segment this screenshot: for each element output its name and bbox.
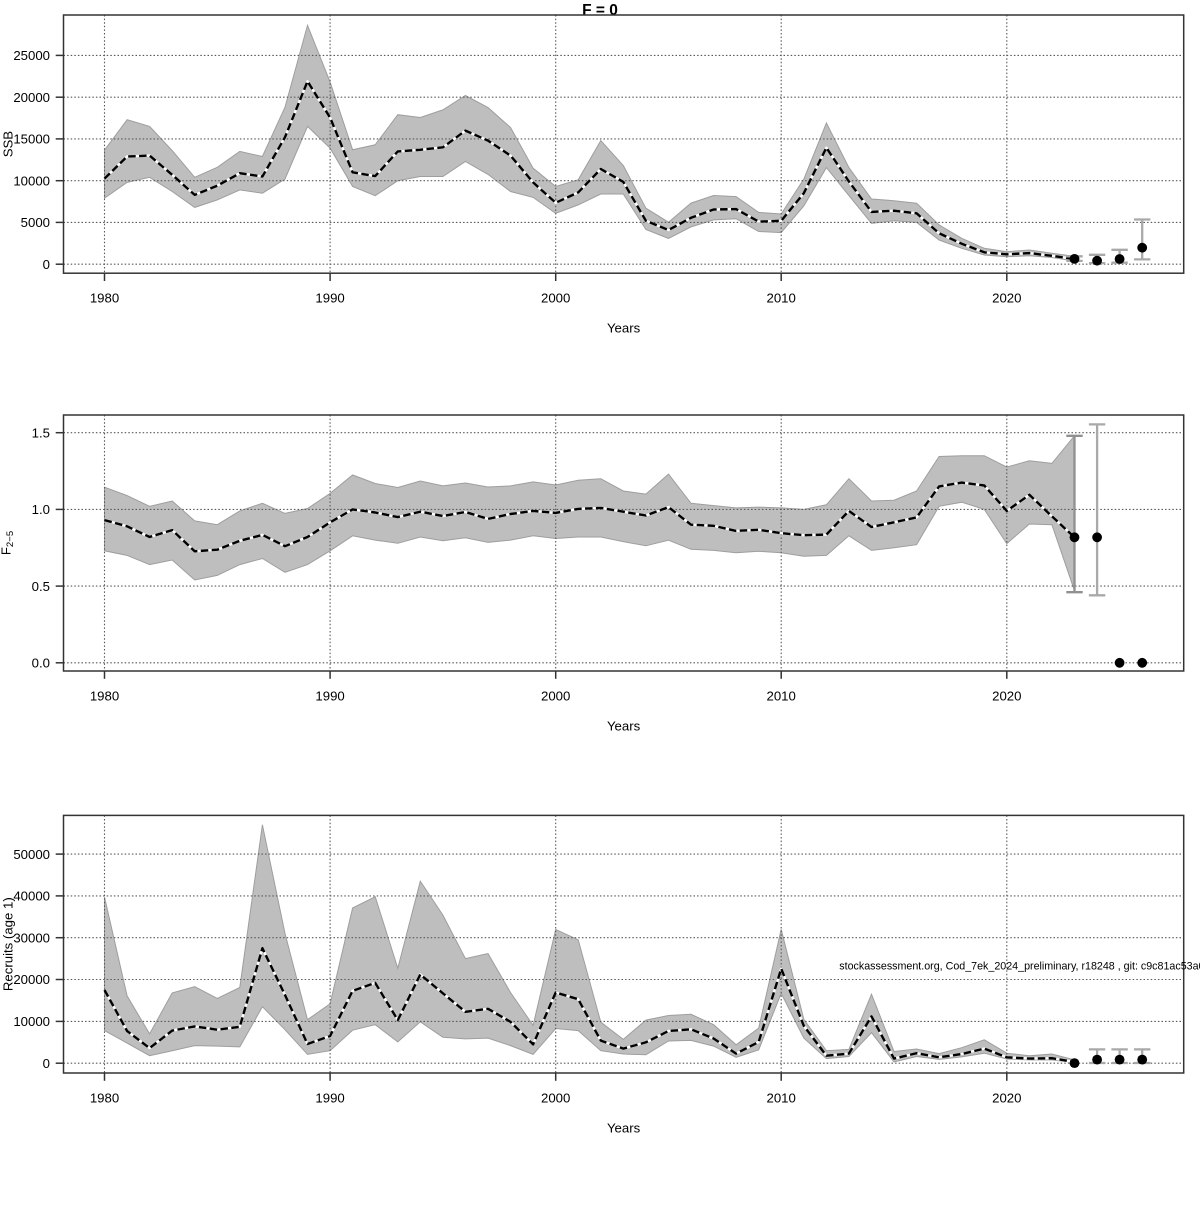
svg-text:1.0: 1.0 bbox=[32, 502, 50, 517]
svg-text:0: 0 bbox=[43, 257, 50, 272]
svg-text:SSB: SSB bbox=[1, 131, 16, 158]
svg-text:0.5: 0.5 bbox=[32, 579, 50, 594]
svg-text:Recruits (age 1): Recruits (age 1) bbox=[1, 897, 16, 991]
svg-text:1980: 1980 bbox=[90, 688, 119, 703]
svg-text:1.5: 1.5 bbox=[32, 425, 50, 440]
svg-text:20000: 20000 bbox=[13, 972, 50, 987]
svg-text:10000: 10000 bbox=[13, 173, 50, 188]
svg-text:2020: 2020 bbox=[992, 688, 1021, 703]
svg-text:2010: 2010 bbox=[767, 291, 796, 306]
svg-text:2020: 2020 bbox=[992, 1090, 1021, 1105]
svg-text:stockassessment.org, Cod_7ek_2: stockassessment.org, Cod_7ek_2024_prelim… bbox=[839, 961, 1200, 973]
svg-text:1980: 1980 bbox=[90, 291, 119, 306]
svg-text:15000: 15000 bbox=[13, 132, 50, 147]
svg-text:10000: 10000 bbox=[13, 1014, 50, 1029]
svg-text:2000: 2000 bbox=[541, 688, 570, 703]
svg-text:25000: 25000 bbox=[13, 48, 50, 63]
svg-text:50000: 50000 bbox=[13, 847, 50, 862]
svg-text:2020: 2020 bbox=[992, 291, 1021, 306]
svg-text:2000: 2000 bbox=[541, 1090, 570, 1105]
svg-text:30000: 30000 bbox=[13, 930, 50, 945]
svg-text:40000: 40000 bbox=[13, 889, 50, 904]
svg-text:1990: 1990 bbox=[315, 1090, 344, 1105]
svg-text:5000: 5000 bbox=[21, 215, 50, 230]
svg-text:Years: Years bbox=[607, 718, 641, 733]
svg-text:0: 0 bbox=[43, 1056, 50, 1071]
svg-text:F = 0: F = 0 bbox=[582, 2, 618, 19]
svg-text:2010: 2010 bbox=[767, 1090, 796, 1105]
svg-text:20000: 20000 bbox=[13, 90, 50, 105]
svg-text:2010: 2010 bbox=[767, 688, 796, 703]
svg-text:Years: Years bbox=[607, 1120, 641, 1135]
svg-text:Years: Years bbox=[607, 321, 641, 336]
svg-text:1980: 1980 bbox=[90, 1090, 119, 1105]
svg-text:1990: 1990 bbox=[315, 688, 344, 703]
svg-text:2000: 2000 bbox=[541, 291, 570, 306]
svg-text:1990: 1990 bbox=[315, 291, 344, 306]
svg-text:0.0: 0.0 bbox=[32, 656, 50, 671]
